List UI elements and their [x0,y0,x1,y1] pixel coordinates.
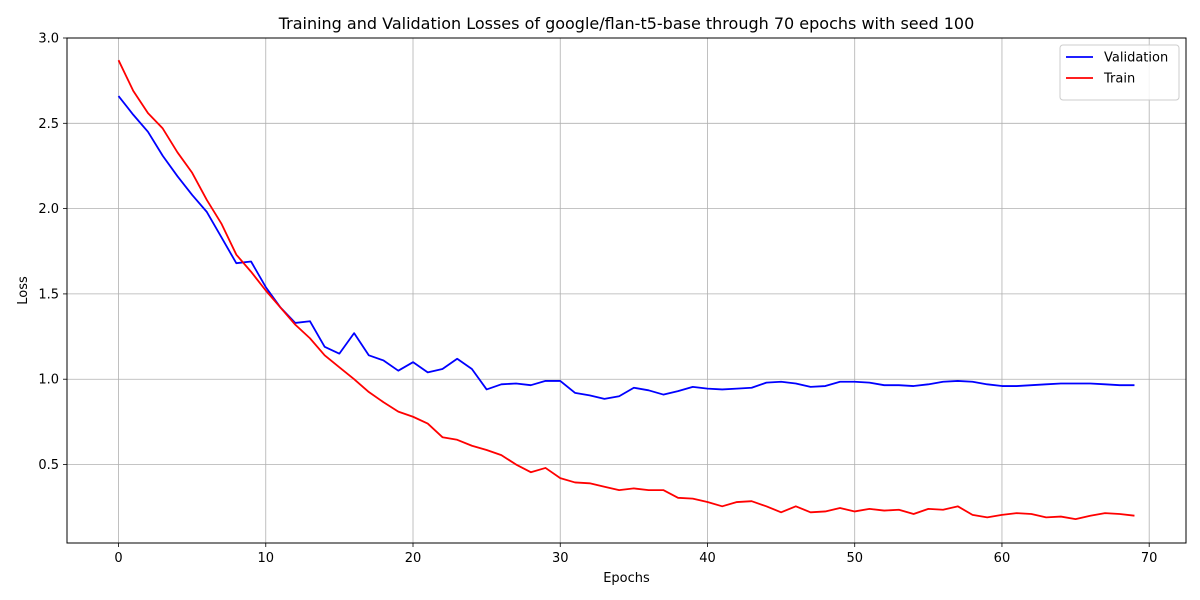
x-axis-label: Epochs [603,571,650,586]
chart-title: Training and Validation Losses of google… [278,14,975,33]
y-tick-label: 0.5 [38,458,59,473]
x-tick-label: 70 [1141,551,1158,566]
series-line-train [117,59,1135,521]
x-tick-label: 0 [114,551,122,566]
x-tick-label: 30 [552,551,569,566]
legend-box [1059,44,1180,101]
x-tick-label: 20 [405,551,422,566]
legend-label-train: Train [1103,72,1135,87]
y-axis-label: Loss [16,276,31,305]
series-lines [117,59,1135,521]
x-tick-label: 40 [699,551,716,566]
legend-label-validation: Validation [1104,51,1168,66]
x-tick-label: 10 [257,551,274,566]
y-tick-label: 1.0 [38,373,59,388]
y-tick-label: 2.0 [38,202,59,217]
x-tick-label: 60 [994,551,1011,566]
legend: Validation Train [1059,44,1180,101]
axis-ticks: 0 10 20 30 40 50 60 70 0.5 1.0 1.5 2.0 2.5 3.0 [38,32,1157,567]
y-tick-label: 1.5 [38,287,59,302]
y-tick-label: 2.5 [38,117,59,132]
plot-frame [66,37,1187,544]
x-tick-label: 50 [846,551,863,566]
grid [67,37,1186,543]
series-line-validation [117,95,1135,400]
y-tick-label: 3.0 [38,32,59,47]
